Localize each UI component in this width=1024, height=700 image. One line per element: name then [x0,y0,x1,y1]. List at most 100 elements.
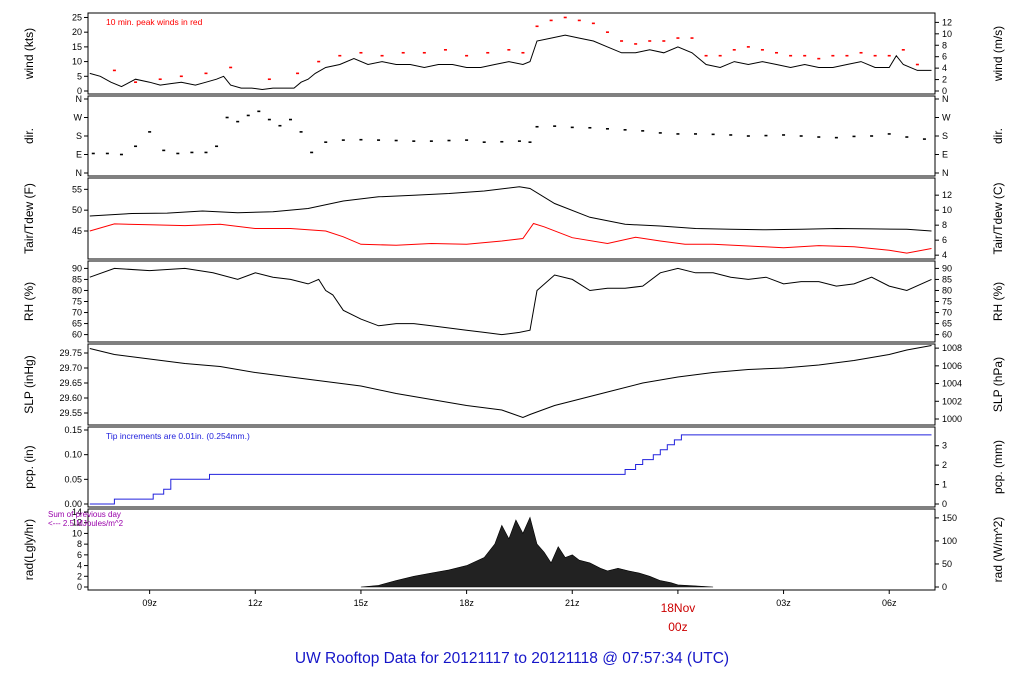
dir-series-0-point [746,135,750,137]
wind-right-tick-label: 4 [942,63,947,73]
dir-series-0-point [482,141,486,143]
wind-panel-frame [87,12,936,95]
rh-left-tick-label: 85 [72,274,82,284]
wind-series-1-point [789,54,793,57]
wind-series-1-point [817,57,821,60]
dir-series-0-point [694,133,698,135]
wind-left-tick-label: 25 [72,12,82,22]
wind-right-tick-label: 10 [942,29,952,39]
dir-series-0-point [359,138,363,141]
dir-series-0-point [922,138,926,140]
pcp-left-tick-label: 0.05 [64,474,82,484]
rh-left-tick-label: 60 [72,330,82,340]
rad-panel-frame [87,508,936,591]
dir-series-0-point [729,134,733,136]
dir-series-0-point [588,126,592,129]
rh-right-tick-label: 65 [942,319,952,329]
wind-series-1-point [690,37,694,39]
wind-series-1-point [158,78,162,81]
slp-left-tick-label: 29.55 [59,408,82,418]
chart-footer-title: UW Rooftop Data for 20121117 to 20121118… [294,650,730,667]
pcp-right-tick-label: 2 [942,460,947,470]
dir-series-0-point [852,135,856,138]
slp-left-tick-label: 29.75 [59,348,82,358]
slp-right-tick-label: 1002 [942,396,962,406]
dir-series-0-point [887,133,891,135]
dir-series-0-point [528,141,532,143]
rad-right-tick-label: 0 [942,582,947,592]
wind-series-1-point [443,49,447,51]
dir-series-0-point [500,140,504,143]
wind-series-1-point [401,51,405,54]
time-axis-date-sub: 00z [668,620,687,634]
dir-series-0-point [711,133,715,136]
temp-series-tdew-line [89,222,932,254]
wind-series-1-point [267,78,271,81]
time-axis-tick-label: 09z [142,598,157,608]
temp-right-tick-label: 8 [942,220,947,230]
rad-left-tick-label: 8 [77,539,82,549]
dir-series-0-point [246,114,250,117]
wind-series-1-point [901,49,905,51]
temp-left-axis-title: Tair/Tdew (F) [22,183,36,254]
rad-left-tick-label: 6 [77,550,82,560]
rh-right-tick-label: 70 [942,308,952,318]
time-axis-date-label: 18Nov [661,601,696,615]
dir-left-tick-label: E [76,150,82,160]
pcp-left-axis-title: pcp. (in) [22,445,36,488]
dir-right-axis-title: dir. [991,128,1005,144]
rad-left-tick-label: 14 [72,507,82,517]
wind-series-1-point [380,54,384,57]
dir-series-0-point [782,134,786,136]
slp-left-tick-label: 29.60 [59,393,82,403]
wind-annotation: 10 min. peak winds in red [106,17,203,27]
wind-series-1-point [229,66,233,69]
wind-series-1-point [112,69,116,72]
rh-left-tick-label: 80 [72,285,82,295]
wind-series-1-point [831,54,835,57]
wind-series-1-point [521,51,525,54]
dir-right-tick-label: N [942,168,949,178]
temp-left-tick-label: 50 [72,205,82,215]
rad-right-tick-label: 100 [942,536,957,546]
rad-annotation-line: Sum of previous day [48,510,121,519]
wind-series-1-point [746,46,750,48]
rh-right-axis-title: RH (%) [991,282,1005,321]
temp-right-tick-label: 4 [942,250,947,260]
pcp-panel-frame [87,426,936,508]
temp-left-tick-label: 45 [72,226,82,236]
dir-series-0-point [570,126,574,129]
wind-series-1-point [465,54,469,57]
wind-series-1-point [563,16,567,19]
rh-series-0-line [89,267,932,336]
wind-series-1-point [648,40,652,42]
rad-left-tick-label: 10 [72,528,82,538]
dir-right-tick-label: N [942,94,949,104]
rad-right-axis-title: rad (W/m^2) [991,517,1005,583]
time-axis-tick-label: 03z [776,598,791,608]
wind-series-1-point [577,19,581,22]
temp-series-tair-line [89,186,932,232]
dir-series-0-point [817,136,821,138]
dir-series-0-point [225,116,229,119]
slp-panel-frame [87,343,936,426]
dir-series-0-point [134,145,138,148]
dir-series-0-point [289,118,293,121]
dir-series-0-point [105,152,109,155]
dir-right-tick-label: E [942,150,948,160]
wind-left-tick-label: 10 [72,57,82,67]
dir-series-0-point [148,131,152,133]
dir-right-tick-label: W [942,113,951,123]
rh-right-tick-label: 85 [942,274,952,284]
slp-right-tick-label: 1000 [942,414,962,424]
dir-series-0-point [905,136,909,138]
dir-series-0-point [377,139,381,141]
wind-left-tick-label: 0 [77,86,82,96]
time-axis-tick-label: 18z [459,598,474,608]
wind-series-1-point [486,51,490,54]
dir-left-tick-label: N [76,168,83,178]
rh-left-tick-label: 70 [72,308,82,318]
wind-series-1-point [704,54,708,57]
dir-series-0-point [641,130,645,132]
wind-series-1-point [760,49,764,51]
